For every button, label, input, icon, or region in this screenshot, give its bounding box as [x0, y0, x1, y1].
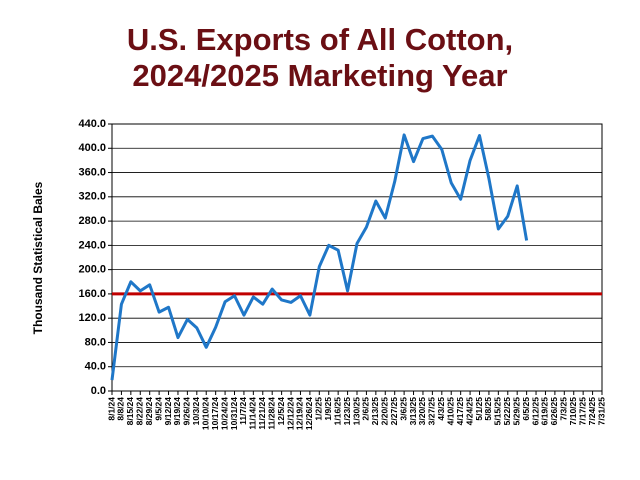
x-tick-label: 1/2/25: [314, 397, 324, 421]
x-tick-label: 1/16/25: [332, 397, 342, 426]
y-tick-label: 280.0: [78, 215, 106, 227]
x-tick-label: 8/15/24: [125, 397, 135, 426]
y-tick-label: 40.0: [85, 361, 106, 373]
y-tick-label: 360.0: [78, 166, 106, 178]
x-tick-label: 7/24/25: [587, 397, 597, 426]
x-tick-label: 12/12/24: [285, 397, 295, 430]
x-tick-label: 7/3/25: [559, 397, 569, 421]
chart-title: 2024/2025 Marketing Year: [132, 58, 507, 93]
x-tick-label: 11/7/24: [238, 397, 248, 425]
x-tick-label: 7/31/25: [596, 397, 606, 426]
x-tick-label: 3/13/25: [408, 397, 418, 426]
x-tick-label: 10/24/24: [219, 397, 229, 430]
x-tick-label: 9/19/24: [172, 397, 182, 426]
x-tick-label: 10/3/24: [191, 397, 201, 426]
x-tick-label: 3/20/25: [417, 397, 427, 426]
x-tick-label: 4/24/25: [464, 397, 474, 426]
y-tick-label: 440.0: [78, 118, 106, 130]
line-series: [110, 133, 529, 381]
x-tick-label: 7/17/25: [577, 397, 587, 426]
x-tick-label: 2/13/25: [370, 397, 380, 426]
x-tick-label: 8/1/24: [106, 397, 116, 421]
x-tick-label: 1/9/25: [323, 397, 333, 421]
x-tick-label: 6/19/25: [540, 397, 550, 426]
x-tick-label: 12/5/24: [276, 397, 286, 426]
y-tick-label: 200.0: [78, 264, 106, 276]
x-tick-label: 8/22/24: [135, 397, 145, 426]
x-tick-label: 2/20/25: [380, 397, 390, 426]
x-tick-label: 4/17/25: [455, 397, 465, 426]
plot-area: [111, 123, 603, 392]
chart-title: U.S. Exports of All Cotton,: [127, 22, 513, 57]
x-tick-label: 5/15/25: [493, 397, 503, 426]
y-tick-label: 120.0: [78, 312, 106, 324]
y-tick-label: 240.0: [78, 239, 106, 251]
x-tick-label: 1/23/25: [342, 397, 352, 426]
x-tick-label: 10/17/24: [210, 397, 220, 430]
x-tick-label: 3/6/25: [398, 397, 408, 421]
x-tick-label: 7/10/25: [568, 397, 578, 426]
y-tick-label: 160.0: [78, 288, 106, 300]
x-tick-label: 9/12/24: [163, 397, 173, 426]
y-axis-label: Thousand Statistical Bales: [31, 181, 45, 334]
x-tick-label: 10/10/24: [200, 397, 210, 430]
x-tick-label: 10/31/24: [229, 397, 239, 430]
x-tick-label: 11/21/24: [257, 397, 267, 430]
x-tick-label: 11/14/24: [248, 397, 258, 430]
x-tick-label: 6/5/25: [521, 397, 531, 421]
x-tick-label: 9/26/24: [182, 397, 192, 426]
x-tick-label: 12/19/24: [295, 397, 305, 430]
x-tick-label: 6/26/25: [549, 397, 559, 426]
x-tick-label: 9/5/24: [153, 397, 163, 421]
x-tick-label: 3/27/25: [427, 397, 437, 426]
x-tick-label: 2/27/25: [389, 397, 399, 426]
x-tick-label: 5/1/25: [474, 397, 484, 421]
x-tick-label: 8/8/24: [116, 397, 126, 421]
x-tick-label: 4/3/25: [436, 397, 446, 421]
y-tick-label: 320.0: [78, 191, 106, 203]
y-tick-label: 400.0: [78, 142, 106, 154]
x-tick-label: 5/8/25: [483, 397, 493, 421]
y-tick-label: 0.0: [91, 385, 106, 397]
x-tick-label: 5/22/25: [502, 397, 512, 426]
x-tick-label: 12/26/24: [304, 397, 314, 430]
x-tick-label: 4/10/25: [445, 397, 455, 426]
y-tick-label: 80.0: [85, 336, 106, 348]
x-tick-label: 5/29/25: [511, 397, 521, 426]
x-tick-label: 11/28/24: [266, 397, 276, 430]
x-tick-label: 2/6/25: [361, 397, 371, 421]
x-tick-label: 6/12/25: [530, 397, 540, 426]
x-tick-label: 1/30/25: [351, 397, 361, 426]
x-tick-label: 8/29/24: [144, 397, 154, 426]
